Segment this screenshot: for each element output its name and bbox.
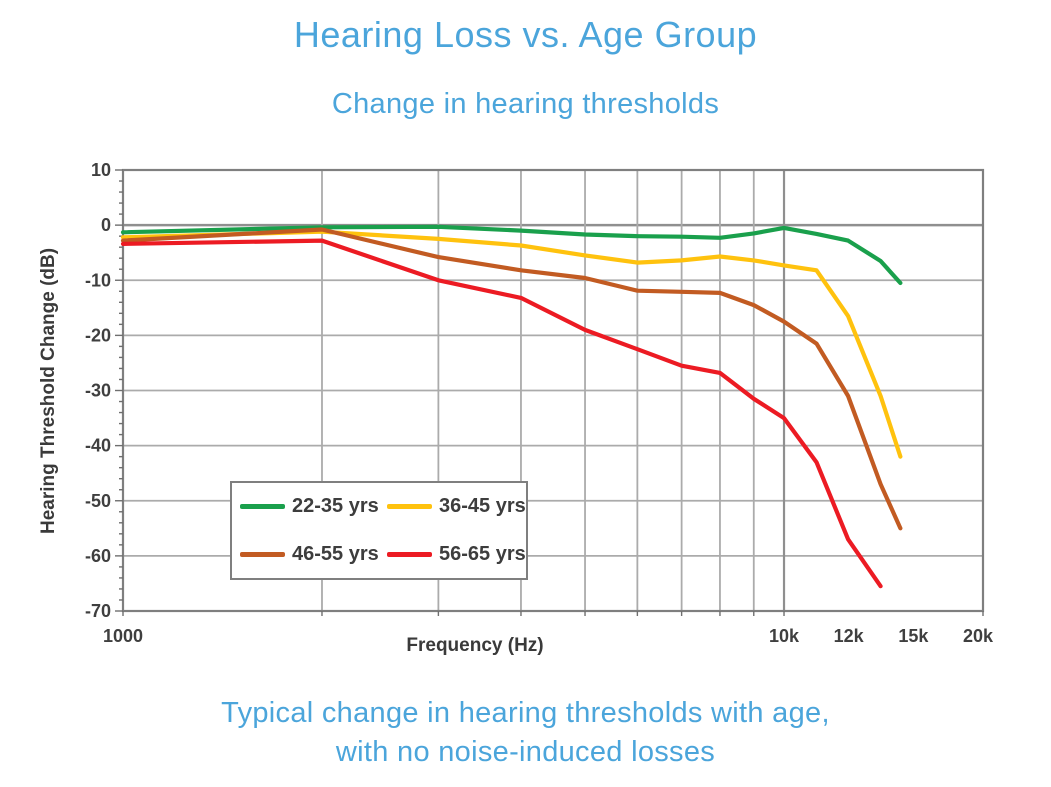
y-tick-label: -70 <box>85 601 111 621</box>
caption-line: with no noise-induced losses <box>335 736 716 768</box>
y-tick-label: -20 <box>85 325 111 345</box>
y-tick-label: -30 <box>85 381 111 401</box>
series-line-56-65-yrs <box>120 238 883 589</box>
legend-line-swatch <box>387 551 432 557</box>
y-tick-label: -50 <box>85 491 111 511</box>
series-line-36-45-yrs <box>120 229 903 459</box>
legend-label: 22-35 yrs <box>292 495 379 518</box>
x-tick-label: 10k <box>769 626 800 646</box>
page-subtitle: Change in hearing thresholds <box>331 88 720 120</box>
series-line-46-55-yrs <box>120 227 903 531</box>
x-tick-label: 1000 <box>103 626 143 646</box>
series-line-22-35-yrs <box>120 224 903 286</box>
legend-item: 22-35 yrs <box>240 495 379 518</box>
legend-item: 46-55 yrs <box>240 543 379 566</box>
chart-legend: 22-35 yrs 36-45 yrs 46-55 yrs 56-65 yrs <box>230 481 528 580</box>
y-tick-label: -10 <box>85 270 111 290</box>
legend-line-swatch <box>240 504 285 510</box>
legend-item: 36-45 yrs <box>387 495 526 518</box>
legend-label: 36-45 yrs <box>439 495 526 518</box>
y-tick-label: -40 <box>85 436 111 456</box>
x-tick-label: 15k <box>898 626 929 646</box>
y-axis-title: Hearing Threshold Change (dB) <box>38 247 59 534</box>
legend-line-swatch <box>240 551 285 557</box>
chart-caption: Typical change in hearing thresholds wit… <box>0 694 1051 772</box>
legend-line-swatch <box>387 504 432 510</box>
legend-label: 46-55 yrs <box>292 542 379 565</box>
caption-line: Typical change in hearing thresholds wit… <box>221 697 830 729</box>
x-axis-title: Frequency (Hz) <box>406 635 544 656</box>
y-tick-label: 0 <box>101 215 111 235</box>
x-tick-label: 20k <box>963 626 994 646</box>
legend-item: 56-65 yrs <box>387 543 526 566</box>
x-tick-label: 12k <box>834 626 865 646</box>
page-title: Hearing Loss vs. Age Group <box>293 14 758 55</box>
y-tick-label: 10 <box>91 160 111 180</box>
y-tick-label: -60 <box>85 546 111 566</box>
legend-label: 56-65 yrs <box>439 542 526 565</box>
